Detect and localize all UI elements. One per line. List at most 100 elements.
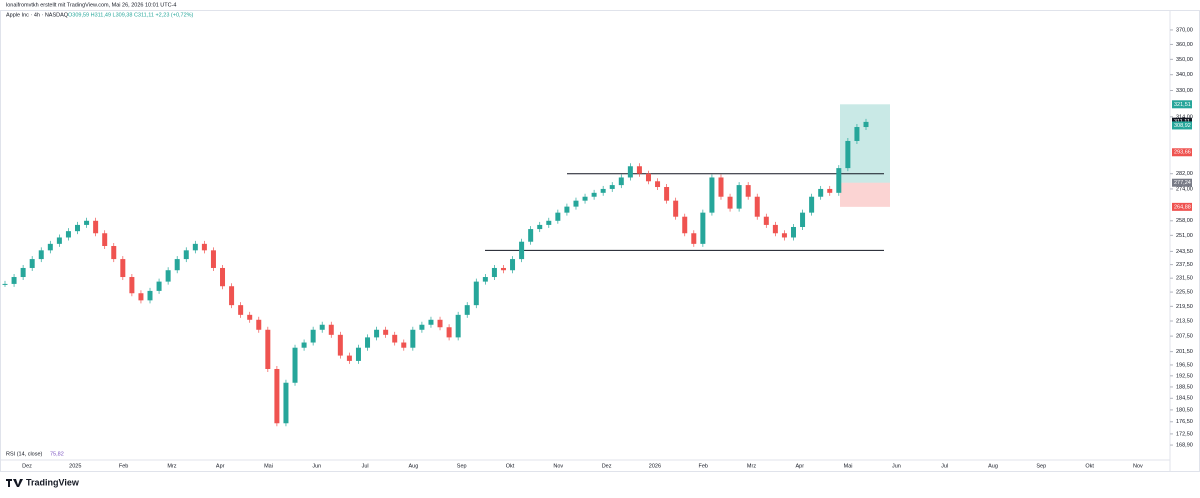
candle-body — [93, 220, 99, 234]
x-tick-label: Nov — [553, 463, 563, 469]
candle-body — [700, 212, 706, 244]
y-tick-label: 168,90 — [1176, 443, 1193, 449]
candle-body — [201, 243, 207, 251]
price-tag — [1172, 148, 1192, 157]
candle-body — [11, 277, 17, 284]
candle-body — [546, 220, 552, 225]
price-tag-label: 277,24 — [1174, 180, 1191, 186]
candle-body — [455, 314, 461, 338]
candle-body — [238, 305, 244, 315]
candle-body — [727, 196, 733, 209]
y-tick-label: 251,00 — [1176, 233, 1193, 239]
candle-body — [573, 200, 579, 207]
candle-body — [437, 319, 443, 328]
candle-body — [818, 188, 824, 197]
candle-body — [836, 168, 842, 193]
candle-body — [183, 250, 189, 260]
candle-body — [29, 259, 35, 268]
candle-body — [120, 259, 126, 278]
candle-body — [528, 229, 534, 242]
candle-body — [38, 250, 44, 260]
candle-body — [537, 224, 543, 230]
candle-body — [609, 185, 615, 189]
x-tick-label: Jul — [362, 463, 369, 469]
candle-body — [618, 177, 624, 186]
candle-body — [355, 347, 361, 361]
y-tick-label: 176,50 — [1176, 419, 1193, 425]
candle-body — [129, 277, 135, 294]
candle-body — [419, 324, 425, 330]
x-tick-label: Okt — [506, 463, 515, 469]
x-tick-label: Nov — [1133, 463, 1143, 469]
x-tick-label: 2025 — [69, 463, 81, 469]
price-tag — [1172, 202, 1192, 211]
x-tick-label: Apr — [216, 463, 225, 469]
candle-body — [446, 327, 452, 338]
x-tick-label: Jun — [892, 463, 901, 469]
candle-body — [84, 220, 90, 225]
candle-body — [138, 293, 144, 301]
y-tick-label: 192,50 — [1176, 373, 1193, 379]
candle-body — [328, 324, 334, 335]
candle-body — [627, 166, 633, 178]
candle-body — [482, 277, 488, 282]
candle-body — [772, 224, 778, 234]
candle-body — [337, 334, 343, 356]
y-tick-label: 282,00 — [1176, 171, 1193, 177]
candle-body — [274, 368, 280, 424]
y-tick-label: 274,00 — [1176, 186, 1193, 192]
candle-body — [47, 243, 53, 251]
candle-body — [600, 188, 606, 193]
brand: TradingView — [26, 477, 80, 487]
y-tick-label: 360,00 — [1176, 42, 1193, 48]
candle-body — [655, 181, 661, 188]
indicator-value: 75,82 — [50, 451, 64, 457]
candle-body — [111, 246, 117, 260]
candle-body — [636, 166, 642, 174]
stop-zone — [840, 182, 890, 207]
price-tag-label: 264,88 — [1174, 204, 1191, 210]
candle-body — [192, 243, 198, 251]
candle-body — [410, 329, 416, 348]
x-tick-label: 2026 — [649, 463, 661, 469]
candle-body — [800, 212, 806, 227]
candle-body — [473, 281, 479, 306]
candle-body — [102, 233, 108, 247]
candle-body — [65, 231, 71, 238]
candle-body — [664, 187, 670, 201]
y-tick-label: 350,00 — [1176, 57, 1193, 63]
candle-body — [2, 283, 8, 285]
y-tick-label: 330,00 — [1176, 88, 1193, 94]
candle-body — [265, 329, 271, 369]
x-tick-label: Mrz — [747, 463, 756, 469]
candle-body — [491, 267, 497, 278]
candle-body — [790, 226, 796, 238]
candle-body — [147, 290, 153, 301]
candle-body — [709, 177, 715, 213]
x-tick-label: Aug — [409, 463, 419, 469]
y-tick-label: 258,00 — [1176, 218, 1193, 224]
y-tick-label: 237,50 — [1176, 262, 1193, 268]
ohlc: O309,59 H311,49 L309,38 C311,11 +2,23 (+… — [68, 12, 194, 18]
x-tick-label: Sep — [457, 463, 467, 469]
symbol: Apple Inc · 4h · NASDAQ — [6, 12, 69, 18]
candle-body — [645, 173, 651, 182]
candle-body — [319, 324, 325, 330]
price-tag — [1172, 121, 1192, 130]
y-tick-label: 314,00 — [1176, 114, 1193, 120]
candle-body — [292, 347, 298, 383]
candle-body — [682, 216, 688, 234]
candle-body — [401, 342, 407, 348]
y-tick-label: 207,50 — [1176, 334, 1193, 340]
candle-body — [718, 177, 724, 197]
candle-body — [464, 305, 470, 315]
candle-body — [301, 342, 307, 348]
candle-body — [745, 185, 751, 197]
x-tick-label: Mai — [844, 463, 853, 469]
x-tick-label: Jun — [312, 463, 321, 469]
x-tick-label: Jul — [941, 463, 948, 469]
candle-body — [174, 259, 180, 271]
candle-body — [564, 206, 570, 213]
candle-body — [809, 196, 815, 213]
